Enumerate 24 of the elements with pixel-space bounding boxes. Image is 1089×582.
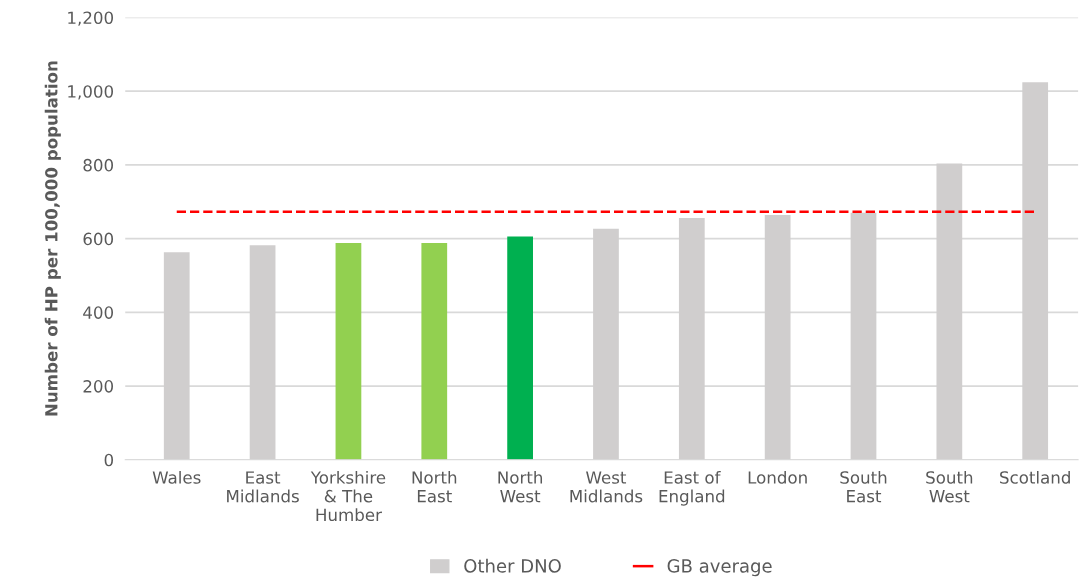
x-tick-label: West Midlands	[570, 471, 643, 503]
x-tick-label: North West	[498, 470, 543, 503]
legend-label: Other DNO	[464, 558, 561, 573]
y-tick-label: 600	[83, 232, 114, 246]
x-tick-label: East of England	[659, 470, 725, 506]
x-tick-label: London	[748, 470, 807, 484]
x-tick-label: Wales	[152, 470, 201, 484]
y-tick-label: 400	[83, 306, 114, 319]
x-tick-label: Yorkshire & The Humber	[310, 470, 386, 522]
y-tick-label: 1,200	[68, 11, 114, 26]
legend-label: GB average	[667, 559, 772, 577]
x-tick-label: North East	[412, 470, 457, 503]
x-tick-label: Scotland	[1000, 470, 1070, 484]
y-tick-label: 1,000	[68, 85, 114, 100]
bar	[421, 243, 448, 460]
y-tick-label: 800	[83, 158, 114, 172]
y-axis-title: Number of HP per 100,000 population	[44, 61, 61, 416]
y-tick-label: 0	[104, 453, 114, 467]
x-tick-label: South West	[926, 470, 973, 503]
x-tick-label: South East	[840, 470, 887, 503]
bar	[507, 236, 533, 460]
bar	[335, 243, 362, 460]
y-tick-label: 200	[83, 380, 114, 393]
x-tick-label: East Midlands	[227, 471, 299, 503]
